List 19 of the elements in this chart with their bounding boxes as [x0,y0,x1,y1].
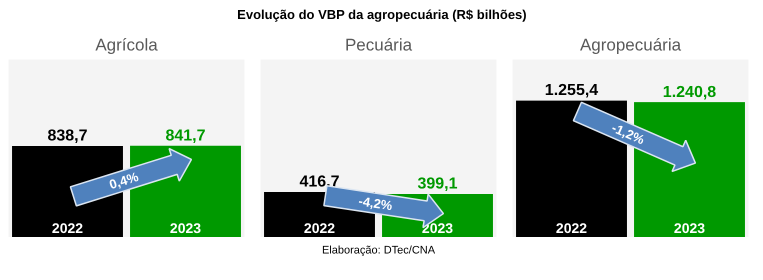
x-tick-label: 2023 [170,220,202,236]
text: Evolução do VBP da agropecuária (R$ bilhões) [237,7,527,22]
x-tick-label: 2023 [674,220,706,236]
text: Elaboração: DTec/CNA [322,244,436,256]
data-label: 416,7 [299,174,340,191]
data-label: 1.240,8 [662,84,716,101]
chart-subtitle: Agropecuária [580,36,682,54]
data-label: 399,1 [417,176,458,193]
x-tick-label: 2022 [52,220,84,236]
annotation: -4,2% [358,193,394,214]
data-label: 841,7 [165,127,206,144]
annotation: 0,4% [107,168,141,192]
annotation: -1,2% [610,120,648,148]
chart-subtitle: Pecuária [344,36,413,54]
data-label: 838,7 [47,128,88,145]
chart-subtitle: Agrícola [95,36,158,54]
data-label: 1.255,4 [544,82,598,100]
x-tick-label: 2022 [304,220,336,236]
x-tick-label: 2022 [556,220,588,236]
